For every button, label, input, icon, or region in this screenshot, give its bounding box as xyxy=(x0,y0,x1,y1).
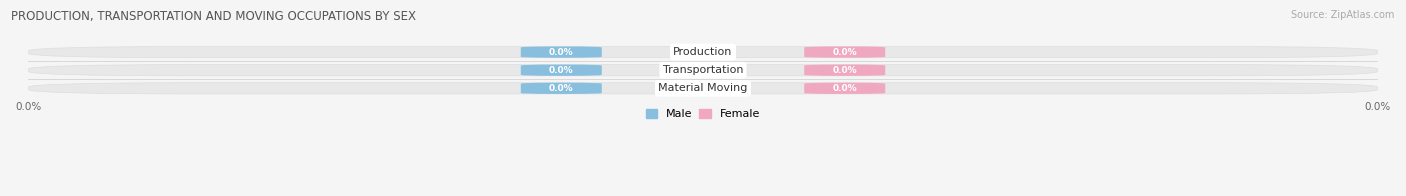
Text: PRODUCTION, TRANSPORTATION AND MOVING OCCUPATIONS BY SEX: PRODUCTION, TRANSPORTATION AND MOVING OC… xyxy=(11,10,416,23)
Legend: Male, Female: Male, Female xyxy=(641,105,765,124)
Text: Production: Production xyxy=(673,47,733,57)
FancyBboxPatch shape xyxy=(28,46,1378,58)
FancyBboxPatch shape xyxy=(804,83,886,94)
FancyBboxPatch shape xyxy=(520,83,602,94)
Text: 0.0%: 0.0% xyxy=(548,84,574,93)
FancyBboxPatch shape xyxy=(28,65,1378,76)
Text: 0.0%: 0.0% xyxy=(548,48,574,57)
FancyBboxPatch shape xyxy=(28,83,1378,94)
FancyBboxPatch shape xyxy=(804,65,886,76)
Text: 0.0%: 0.0% xyxy=(832,48,858,57)
Text: 0.0%: 0.0% xyxy=(548,66,574,75)
FancyBboxPatch shape xyxy=(804,46,886,58)
Text: 0.0%: 0.0% xyxy=(832,66,858,75)
FancyBboxPatch shape xyxy=(520,65,602,76)
FancyBboxPatch shape xyxy=(520,46,602,58)
Text: Source: ZipAtlas.com: Source: ZipAtlas.com xyxy=(1291,10,1395,20)
Text: Material Moving: Material Moving xyxy=(658,83,748,93)
Text: 0.0%: 0.0% xyxy=(832,84,858,93)
Text: Transportation: Transportation xyxy=(662,65,744,75)
